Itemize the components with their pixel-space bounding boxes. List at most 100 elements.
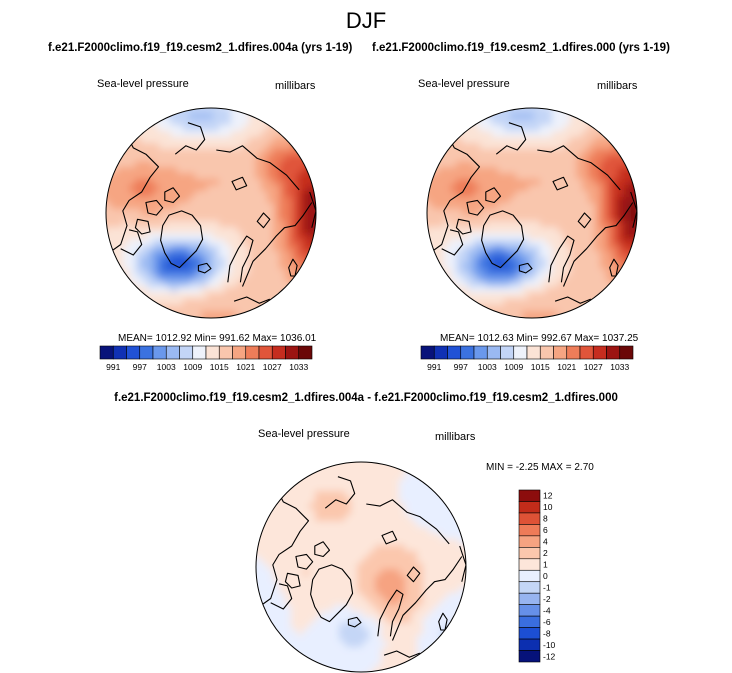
map-panel-2-cell — [606, 197, 614, 205]
map-panel-2-cell — [594, 143, 602, 151]
map-panel-2-cell — [516, 269, 524, 277]
map-panel-2-cell — [546, 221, 554, 229]
map-panel-1-cell — [279, 299, 287, 307]
map-panel-1-cell — [123, 119, 131, 127]
map-panel-2-cell — [498, 215, 506, 223]
map-panel-2-cell — [618, 293, 626, 301]
map-difference-cell — [303, 569, 311, 577]
map-panel-1-cell — [106, 221, 107, 229]
map-panel-1-cell — [106, 108, 107, 109]
map-panel-2-cell — [552, 108, 560, 115]
map-difference-cell — [447, 599, 455, 607]
map-panel-2-cell — [600, 305, 608, 313]
map-difference-cell — [321, 515, 329, 523]
map-panel-1-cell — [315, 245, 316, 253]
map-panel-2-cell — [528, 275, 536, 283]
map-panel-2-cell — [642, 143, 650, 151]
map-panel-1-cell — [195, 125, 203, 133]
map-panel-1-cell — [141, 215, 149, 223]
map-panel-2-cell — [642, 185, 650, 193]
map-panel-2-cell — [576, 108, 584, 109]
map-panel-1-cell — [243, 323, 251, 331]
map-panel-2-cell — [504, 287, 512, 295]
map-panel-1-cell — [171, 173, 179, 181]
map-difference-cell — [261, 587, 269, 595]
map-difference-cell — [399, 641, 407, 649]
map-difference-cell — [375, 641, 383, 649]
map-panel-1-cell — [183, 137, 191, 145]
map-panel-2-cell — [582, 173, 590, 181]
map-difference-cell — [309, 611, 317, 619]
map-panel-2-cell — [492, 215, 500, 223]
map-panel-2-cell — [600, 108, 608, 115]
map-panel-2-cell — [546, 299, 554, 307]
map-panel-2-cell — [558, 281, 566, 289]
map-difference-cell — [453, 593, 461, 601]
map-panel-2-cell — [510, 197, 518, 205]
map-difference-cell — [363, 521, 371, 529]
map-panel-1-cell — [201, 167, 209, 175]
map-panel-2-cell — [630, 161, 637, 169]
map-panel-1-cell — [159, 281, 167, 289]
map-difference-cell — [267, 467, 275, 475]
map-panel-1-cell — [303, 209, 311, 217]
map-panel-1-cell — [159, 311, 167, 318]
map-difference-cell — [387, 557, 395, 565]
map-panel-1-cell — [219, 293, 227, 301]
map-panel-2-cell — [492, 125, 500, 133]
map-panel-2-cell — [624, 197, 632, 205]
map-panel-2-cell — [427, 293, 428, 301]
map-panel-2-cell — [427, 155, 434, 163]
map-difference-cell — [435, 647, 443, 655]
map-difference-cell — [423, 527, 431, 535]
map-panel-1-cell — [123, 179, 131, 187]
map-panel-2-cell — [600, 263, 608, 271]
map-difference-cell — [393, 587, 401, 595]
map-difference-cell — [297, 599, 305, 607]
map-panel-2-cell — [612, 197, 620, 205]
map-difference-cell — [453, 473, 461, 481]
map-panel-2-cell — [427, 281, 428, 289]
map-difference-cell — [411, 497, 419, 505]
map-difference-cell — [357, 557, 365, 565]
map-difference-cell — [369, 485, 377, 493]
map-panel-2-cell — [522, 191, 530, 199]
map-difference-cell — [375, 599, 383, 607]
map-difference-cell — [315, 509, 323, 517]
map-panel-2-cell — [432, 131, 440, 139]
map-difference-cell — [381, 527, 389, 535]
map-panel-1-cell — [303, 293, 311, 301]
map-panel-1-cell — [135, 299, 143, 307]
map-panel-1-cell — [165, 251, 173, 259]
map-panel-2-cell — [534, 311, 542, 318]
map-panel-2-cell — [468, 257, 476, 265]
map-panel-2-cell — [504, 221, 512, 229]
map-panel-1-cell — [291, 269, 299, 277]
map-panel-2-cell — [582, 143, 590, 151]
map-panel-1-cell — [159, 197, 167, 205]
map-panel-2-cell — [486, 317, 494, 318]
map-panel-1-coastline — [216, 145, 300, 191]
map-difference-cell — [393, 599, 401, 607]
map-panel-1-cell — [321, 269, 329, 277]
map-panel-2-cell — [450, 215, 458, 223]
map-panel-1-cell — [309, 131, 316, 139]
map-panel-1-cell — [243, 149, 251, 157]
map-panel-1-cell — [207, 311, 215, 318]
map-panel-1-cell — [255, 293, 263, 301]
map-difference-cell — [363, 479, 371, 487]
map-panel-2-cell — [492, 245, 500, 253]
map-difference-cell — [453, 569, 461, 577]
map-panel-1-cell — [183, 179, 191, 187]
map-panel-2-cell — [516, 281, 524, 289]
map-panel-1-cell — [106, 275, 107, 283]
map-panel-1-cell — [106, 137, 107, 145]
map-difference-cell — [285, 599, 293, 607]
map-panel-2-cell — [540, 161, 548, 169]
map-panel-1-cell — [273, 263, 281, 271]
map-panel-2-cell — [576, 125, 584, 133]
map-panel-2-cell — [492, 108, 500, 109]
map-panel-1-cell — [195, 239, 203, 247]
map-panel-1-cell — [315, 311, 316, 318]
map-difference-cell — [327, 653, 335, 661]
